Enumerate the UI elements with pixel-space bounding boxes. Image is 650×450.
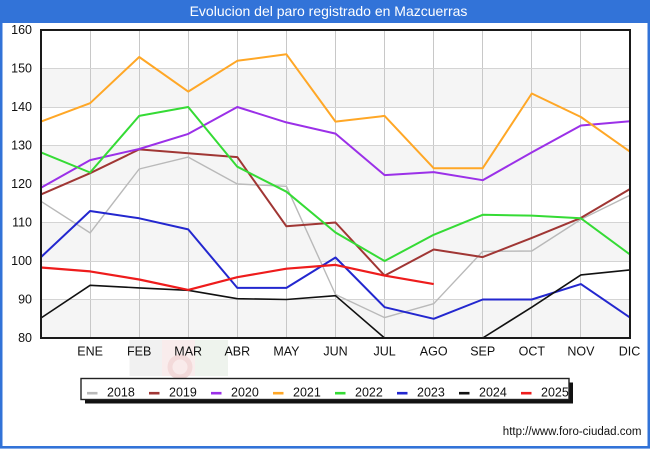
svg-text:80: 80 (18, 331, 32, 345)
svg-text:100: 100 (11, 254, 32, 268)
svg-text:2022: 2022 (355, 386, 383, 400)
svg-text:FEB: FEB (127, 345, 151, 359)
svg-text:2025: 2025 (541, 386, 569, 400)
svg-text:150: 150 (11, 62, 32, 76)
svg-text:110: 110 (12, 216, 32, 230)
svg-text:2024: 2024 (479, 386, 507, 400)
svg-text:2018: 2018 (107, 386, 135, 400)
svg-text:ABR: ABR (224, 345, 250, 359)
svg-text:NOV: NOV (567, 345, 595, 359)
svg-text:2023: 2023 (417, 386, 445, 400)
svg-text:AGO: AGO (420, 345, 448, 359)
svg-text:90: 90 (18, 293, 32, 307)
svg-text:140: 140 (11, 100, 32, 114)
svg-text:JUL: JUL (373, 345, 395, 359)
svg-text:160: 160 (11, 23, 32, 37)
svg-text:130: 130 (11, 139, 32, 153)
svg-text:MAR: MAR (174, 345, 202, 359)
svg-text:MAY: MAY (273, 345, 300, 359)
svg-text:SEP: SEP (470, 345, 495, 359)
svg-text:DIC: DIC (619, 345, 641, 359)
svg-text:2021: 2021 (293, 386, 321, 400)
svg-text:2020: 2020 (231, 386, 259, 400)
svg-text:120: 120 (11, 177, 32, 191)
svg-text:OCT: OCT (519, 345, 546, 359)
svg-text:Evolucion del paro registrado: Evolucion del paro registrado en Mazcuer… (190, 3, 468, 19)
svg-text:ENE: ENE (77, 345, 103, 359)
svg-text:2019: 2019 (169, 386, 197, 400)
svg-text:JUN: JUN (323, 345, 347, 359)
svg-text:http://www.foro-ciudad.com: http://www.foro-ciudad.com (503, 426, 642, 438)
